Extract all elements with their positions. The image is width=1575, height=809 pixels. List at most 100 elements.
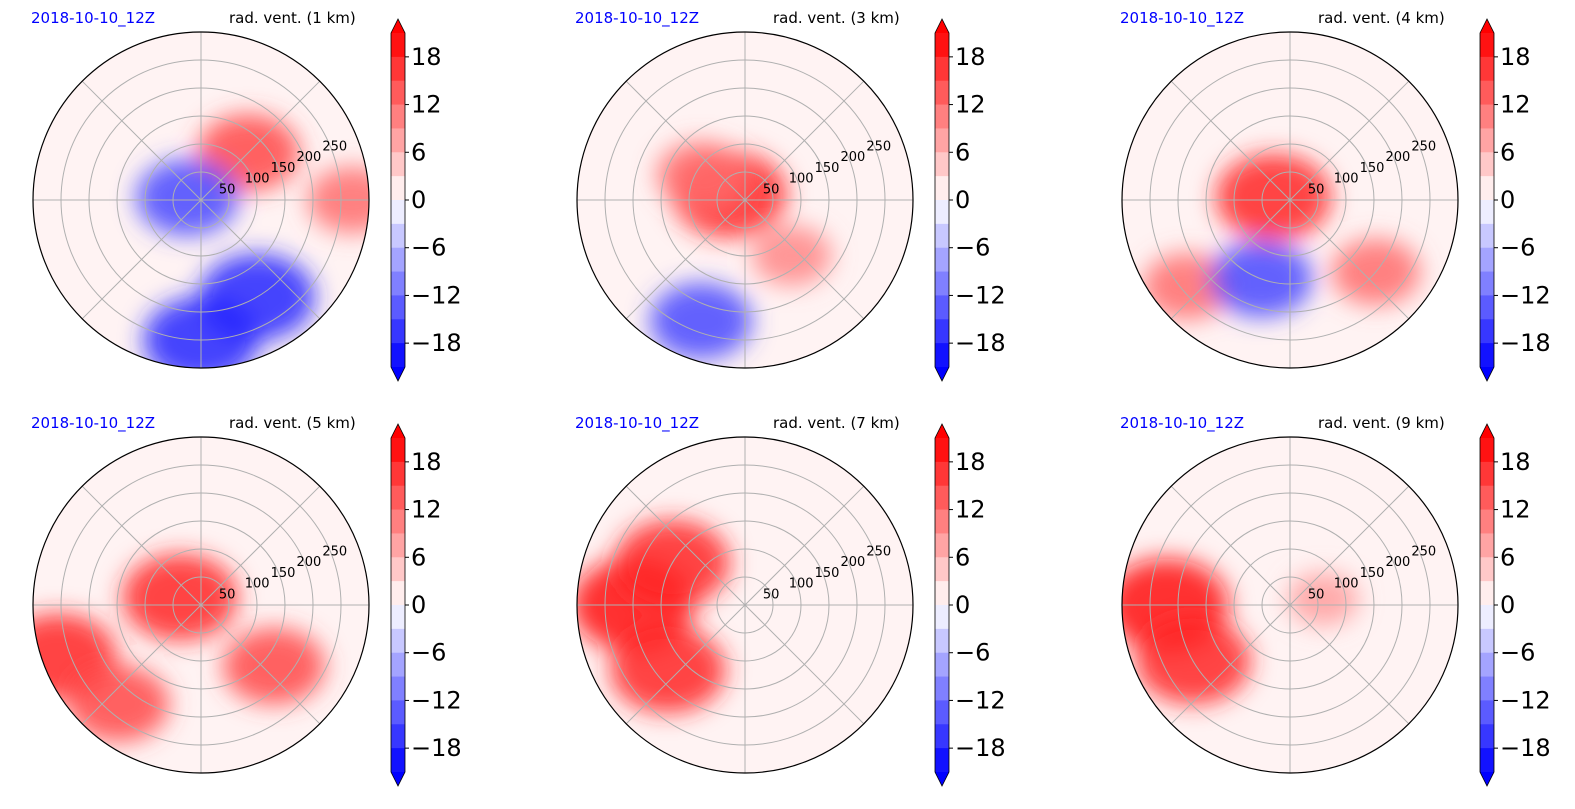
polar-panel: 50 100 150 200 250 18 12 6 0 −6 −12 −18 2018-10-10_1… [0,405,525,809]
polar-boundary [1121,31,1459,369]
field-feature [122,554,238,641]
colorbar-segment [935,33,949,58]
colorbar-segment [935,485,949,511]
colorbar-segment [391,485,405,511]
radial-tick-label: 200 [840,555,865,570]
panel-field-label: rad. vent. (1 km) [229,9,356,27]
colorbar-segment [391,461,405,487]
colorbar-segment [1480,748,1494,773]
colorbar-segment [1480,605,1494,630]
colorbar-segment [1480,485,1494,511]
colorbar-segment [935,605,949,630]
colorbar-tick-label: 6 [1500,138,1515,166]
grid-spoke [200,604,321,725]
colorbar-outline [390,423,406,787]
grid-spoke [625,199,746,320]
radial-tick-label: 50 [1308,587,1325,602]
colorbar-tick-label: −12 [955,281,1006,309]
colorbar-segment [1480,104,1494,129]
field-feature [67,665,170,742]
colorbar-segment [935,652,949,678]
radial-tick-label: 200 [296,150,321,165]
polar-panel: 50 100 150 200 250 18 12 6 0 −6 −12 −18 2018-10-10_1… [1089,405,1575,809]
radial-tick-label: 100 [1334,577,1359,592]
colorbar-tick-label: −12 [1500,281,1551,309]
colorbar-tick-label: −12 [955,686,1006,714]
colorbar-segment [1480,128,1494,153]
colorbar-tick-label: 0 [955,186,970,214]
colorbar-tick-label: 0 [411,186,426,214]
radial-tick-label: 100 [245,577,270,592]
polar-grid [33,437,369,773]
radial-tick-label: 250 [1411,139,1436,154]
colorbar-tick-label: 12 [411,496,442,524]
colorbar-segment [391,128,405,153]
grid-spoke [744,485,865,606]
grid-spoke [81,199,202,320]
panel-field-label: rad. vent. (9 km) [1318,414,1445,432]
polar-grid [33,32,369,368]
colorbar-tick-label: −18 [955,329,1006,357]
polar-boundary [576,31,914,369]
colorbar-extend-max [391,19,405,33]
colorbar-segment [935,271,949,296]
colorbar: 18 12 6 0 −6 −12 −18 [1479,423,1551,787]
radial-tick-label: 250 [1411,544,1436,559]
colorbar-outline [390,18,406,382]
field-feature [1215,153,1332,241]
radial-tick-label: 50 [763,182,780,197]
colorbar-segment [935,724,949,749]
field-feature [1142,253,1232,320]
colorbar-segment [935,461,949,487]
colorbar-segment [391,605,405,630]
colorbar-segment [935,581,949,606]
colorbar-segment [391,724,405,749]
colorbar-segment [391,319,405,344]
field-features [33,554,325,742]
radial-tick-label: 250 [322,544,347,559]
colorbar-tick-label: 6 [411,138,426,166]
colorbar-tick-label: −6 [1500,234,1535,262]
colorbar-tick-label: 12 [955,496,986,524]
colorbar-tick-label: 12 [1500,496,1531,524]
colorbar-tick-label: 6 [955,543,970,571]
colorbar-segment [391,56,405,82]
radial-tick-label: 150 [815,161,840,176]
field-features [649,141,832,360]
panel-date-label: 2018-10-10_12Z [1120,9,1245,27]
colorbar-segment [391,438,405,463]
colorbar-tick-label: 0 [1500,591,1515,619]
radial-tick-label: 250 [322,139,347,154]
grid-spoke [1289,485,1410,606]
colorbar-segment [1480,700,1494,725]
grid-spoke [81,604,202,725]
colorbar-tick-label: 12 [955,91,986,119]
polar-grid [577,437,913,773]
colorbar-segment [1480,33,1494,58]
colorbar-tick-label: 18 [955,43,986,71]
radial-tick-label: 150 [271,161,296,176]
colorbar-outline [1479,18,1495,382]
radial-tick-label: 150 [1360,566,1385,581]
radial-tick-label: 150 [271,566,296,581]
colorbar-segment [1480,200,1494,225]
grid-spoke [1170,80,1291,201]
colorbar-tick-label: 18 [955,448,986,476]
colorbar-segment [935,128,949,153]
colorbar-segment [1480,652,1494,678]
field-feature [649,282,752,360]
colorbar-segment [1480,628,1494,654]
colorbar-segment [1480,676,1494,701]
grid-spoke [744,604,865,725]
colorbar: 18 12 6 0 −6 −12 −18 [934,18,1006,382]
colorbar-extend-max [935,424,949,438]
colorbar-segment [391,104,405,129]
colorbar-segment [391,176,405,201]
colorbar-segment [935,223,949,249]
colorbar-segment [935,176,949,201]
colorbar-tick-label: 12 [1500,91,1531,119]
colorbar-segment [935,533,949,558]
colorbar-segment [1480,724,1494,749]
